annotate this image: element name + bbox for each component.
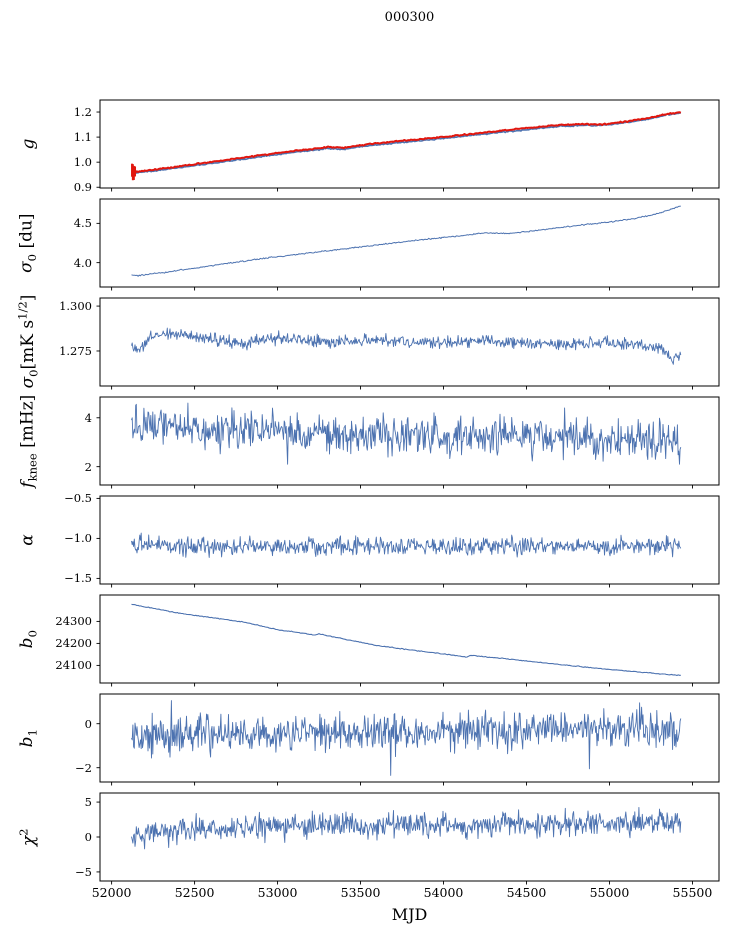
x-tick-label: 55500	[672, 885, 713, 900]
y-tick-label: 1.275	[59, 343, 92, 358]
y-tick-label: −1.0	[64, 531, 92, 546]
plot-b0	[96, 594, 720, 687]
x-tick-label: 54500	[506, 885, 547, 900]
x-tick-label: 52000	[91, 885, 132, 900]
plot-sigma0-du	[96, 198, 720, 291]
y-tick-label: 1.2	[73, 105, 92, 120]
x-axis-label: MJD	[391, 905, 428, 924]
series-gain-fit	[131, 111, 682, 174]
series-alpha	[131, 532, 682, 558]
y-tick-label: 0.9	[73, 180, 92, 195]
panel-sigma0-mks: σ0[mK s1/2] 1.275 1.300	[0, 295, 729, 390]
panel-alpha: α −1.5 −1.0 −0.5	[0, 491, 729, 588]
panel-b0: b0 24100 24200 24300	[0, 594, 729, 687]
x-tick-label: 54000	[423, 885, 464, 900]
series-b1	[131, 700, 682, 776]
y-tick-label: 1.300	[59, 299, 92, 314]
y-tick-label: −2	[75, 760, 92, 775]
plot-g	[96, 99, 720, 192]
panel-sigma0-du: σ0 [du] 4.0 4.5	[0, 198, 729, 291]
series-gain-smooth	[131, 112, 681, 175]
y-tick-label: 1.0	[73, 155, 92, 170]
x-tick-label: 53500	[340, 885, 381, 900]
panel-chi2: χ2 −5 0 5	[0, 792, 729, 885]
series-sigma0-mks	[131, 327, 682, 365]
y-tick-label: 24300	[55, 614, 92, 629]
panel-fknee: fknee [mHz] 2 4	[0, 395, 729, 489]
x-tick-label: 53000	[257, 885, 298, 900]
y-tick-label: 4	[84, 410, 92, 425]
y-tick-label: 1.1	[73, 130, 92, 145]
y-axis-label-sigma0-du: σ0 [du]	[16, 213, 40, 273]
y-tick-label: −5	[75, 864, 92, 879]
y-tick-label: 2	[84, 459, 92, 474]
series-fknee	[131, 402, 682, 465]
y-tick-label: 24100	[55, 658, 92, 673]
panel-b1: b1 −2 0	[0, 693, 729, 786]
y-tick-label: 0	[84, 716, 92, 731]
plot-sigma0-mks	[96, 297, 720, 390]
panel-g: g 0.9 1.0 1.1 1.2	[0, 99, 729, 194]
plot-fknee	[96, 396, 720, 489]
series-b0	[131, 603, 681, 677]
y-tick-label: 4.5	[73, 216, 92, 231]
series-chi2	[131, 806, 682, 850]
y-tick-label: 4.0	[73, 255, 92, 270]
x-tick-label: 52500	[174, 885, 215, 900]
y-tick-label: −0.5	[64, 491, 92, 506]
figure-title: 000300	[384, 10, 435, 25]
plot-alpha	[96, 495, 720, 588]
y-tick-label: 24200	[55, 636, 92, 651]
plot-chi2	[96, 792, 720, 885]
y-tick-label: 5	[84, 795, 92, 810]
series-sigma0-du	[131, 205, 681, 277]
y-tick-label: −1.5	[64, 571, 92, 586]
x-tick-label: 55000	[589, 885, 630, 900]
plot-b1	[96, 693, 720, 786]
y-tick-label: 0	[84, 830, 92, 844]
